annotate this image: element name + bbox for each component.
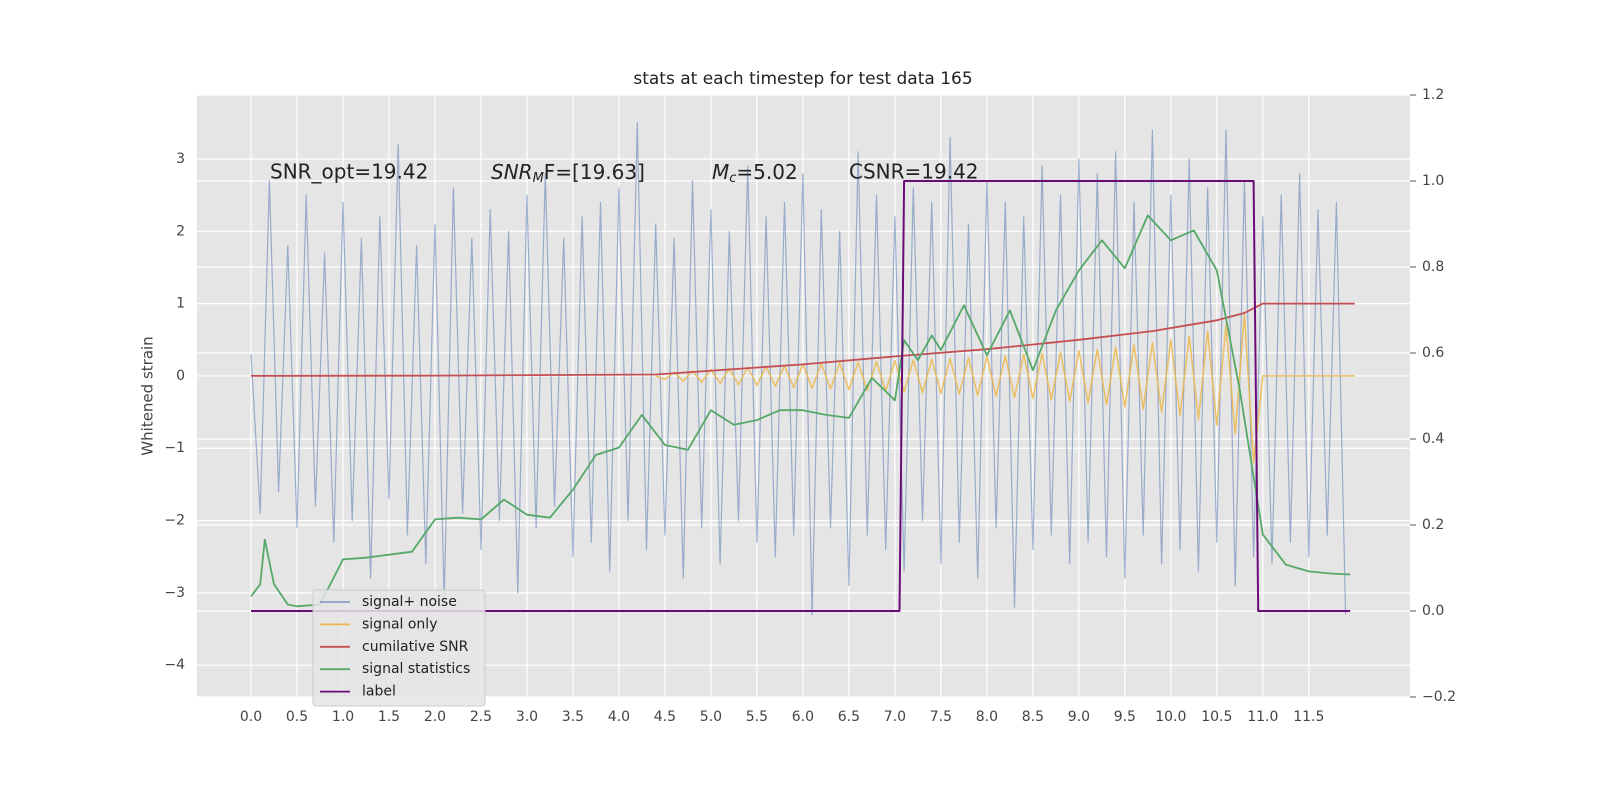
- annotation-part: =5.02: [736, 160, 797, 184]
- y-tick-label: 1: [176, 296, 185, 312]
- x-tick-label: 1.0: [332, 709, 354, 725]
- y-tick-label: −4: [164, 657, 185, 673]
- y-tick-label: −1: [164, 440, 185, 456]
- y2-tick-label: 1.2: [1422, 87, 1444, 103]
- series-line: [251, 180, 1351, 612]
- x-tick-label: 8.5: [1022, 709, 1044, 725]
- y-axis-label: Whitened strain: [139, 336, 157, 455]
- y2-tick-label: −0.2: [1422, 689, 1456, 705]
- legend-box: [312, 589, 486, 707]
- x-tick-label: 10.0: [1155, 709, 1186, 725]
- x-tick-label: 4.5: [654, 709, 676, 725]
- x-tick-label: 3.0: [516, 709, 538, 725]
- legend-label: signal only: [362, 616, 437, 632]
- series-line: [655, 313, 1355, 464]
- x-tick-label: 11.5: [1293, 709, 1324, 725]
- y2-tick-label: 0.0: [1422, 603, 1444, 619]
- x-tick-label: 8.0: [976, 709, 998, 725]
- x-tick-label: 5.5: [746, 709, 768, 725]
- y-tick-label: 0: [176, 368, 185, 384]
- y-tick-label: −2: [164, 513, 185, 529]
- annotation-part: c: [729, 171, 736, 186]
- x-tick-label: 7.5: [930, 709, 952, 725]
- series-line: [250, 302, 1355, 377]
- x-tick-label: 0.0: [240, 709, 262, 725]
- x-tick-label: 10.5: [1201, 709, 1232, 725]
- x-tick-label: 6.5: [838, 709, 860, 725]
- x-tick-label: 11.0: [1247, 709, 1278, 725]
- y2-tick-label: 0.6: [1422, 345, 1444, 361]
- legend-label: signal+ noise: [362, 594, 457, 610]
- x-tick-label: 2.0: [424, 709, 446, 725]
- marks: [250, 122, 1355, 616]
- annotation-part: SNR: [491, 160, 533, 184]
- x-tick-label: 5.0: [700, 709, 722, 725]
- x-tick-label: 4.0: [608, 709, 630, 725]
- y2-tick-label: 1.0: [1422, 173, 1444, 189]
- annotation: Mc=5.02: [712, 160, 798, 186]
- y2-tick-label: 0.2: [1422, 517, 1444, 533]
- y2-tick-label: 0.8: [1422, 259, 1444, 275]
- y-tick-label: 2: [176, 223, 185, 239]
- x-tick-label: 3.5: [562, 709, 584, 725]
- x-tick-label: 1.5: [378, 709, 400, 725]
- legend: signal+ noise signal only cumilative SNR si…: [312, 589, 486, 707]
- annotation: CSNR=19.42: [849, 160, 979, 184]
- x-tick-label: 0.5: [286, 709, 308, 725]
- series-line: [250, 122, 1347, 616]
- y-tick-label: 3: [176, 151, 185, 167]
- annotations: SNR_opt=19.42 SNRMF=[19.63] Mc=5.02 CSNR=19…: [270, 160, 979, 186]
- annotation-part: M: [712, 160, 729, 184]
- x-tick-label: 6.0: [792, 709, 814, 725]
- annotation: SNR_opt=19.42: [270, 160, 428, 184]
- annotation-part: M: [533, 171, 544, 186]
- annotation: SNRMF=[19.63]: [491, 160, 645, 186]
- x-tick-label: 9.0: [1068, 709, 1090, 725]
- chart-title: stats at each timestep for test data 165: [633, 69, 972, 89]
- x-tick-label: 9.5: [1114, 709, 1136, 725]
- annotation-part: F=[19.63]: [544, 160, 645, 184]
- axes: 0.0 0.5 1.0 1.5 2.0 2.5 3.0 3.5 4.0 4.5 5.0 5.5 6.0 6…: [164, 87, 1456, 725]
- legend-label: label: [362, 684, 396, 700]
- y2-tick-label: 0.4: [1422, 431, 1444, 447]
- legend-label: signal statistics: [362, 661, 470, 677]
- x-tick-label: 7.0: [884, 709, 906, 725]
- x-tick-label: 2.5: [470, 709, 492, 725]
- y-tick-label: −3: [164, 585, 185, 601]
- legend-label: cumilative SNR: [362, 639, 469, 655]
- series-line: [250, 214, 1351, 608]
